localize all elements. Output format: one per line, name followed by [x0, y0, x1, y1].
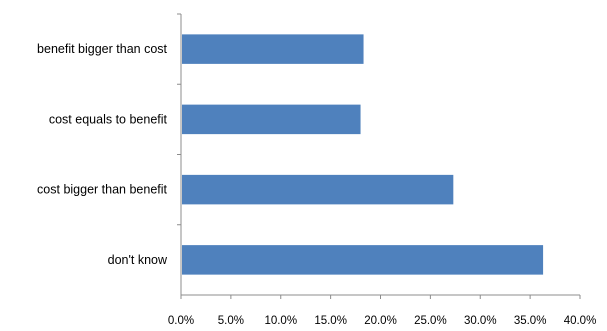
x-tick-label: 5.0% [218, 315, 244, 327]
x-tick-label: 25.0% [414, 315, 447, 327]
bar [182, 174, 454, 205]
category-label: cost bigger than benefit [37, 183, 167, 197]
category-label: don't know [108, 253, 168, 267]
category-label: benefit bigger than cost [37, 42, 167, 56]
bar [182, 34, 364, 64]
x-tick-label: 10.0% [264, 315, 297, 327]
x-tick-label: 0.0% [168, 315, 194, 327]
x-tick-label: 15.0% [314, 315, 347, 327]
x-tick-label: 30.0% [464, 315, 497, 327]
bar [182, 104, 361, 135]
category-label: cost equals to benefit [49, 112, 168, 126]
x-tick-label: 40.0% [564, 315, 597, 327]
x-tick-label: 20.0% [364, 315, 397, 327]
category-labels-group: benefit bigger than cost cost equals to b… [37, 13, 181, 267]
bars-group [182, 34, 544, 275]
bar [182, 245, 544, 275]
x-tick-label: 35.0% [514, 315, 547, 327]
x-ticks-group: 0.0% 5.0% 10.0% 15.0% 20.0% 25.0% 30.0% 35.0% 40… [168, 295, 596, 327]
